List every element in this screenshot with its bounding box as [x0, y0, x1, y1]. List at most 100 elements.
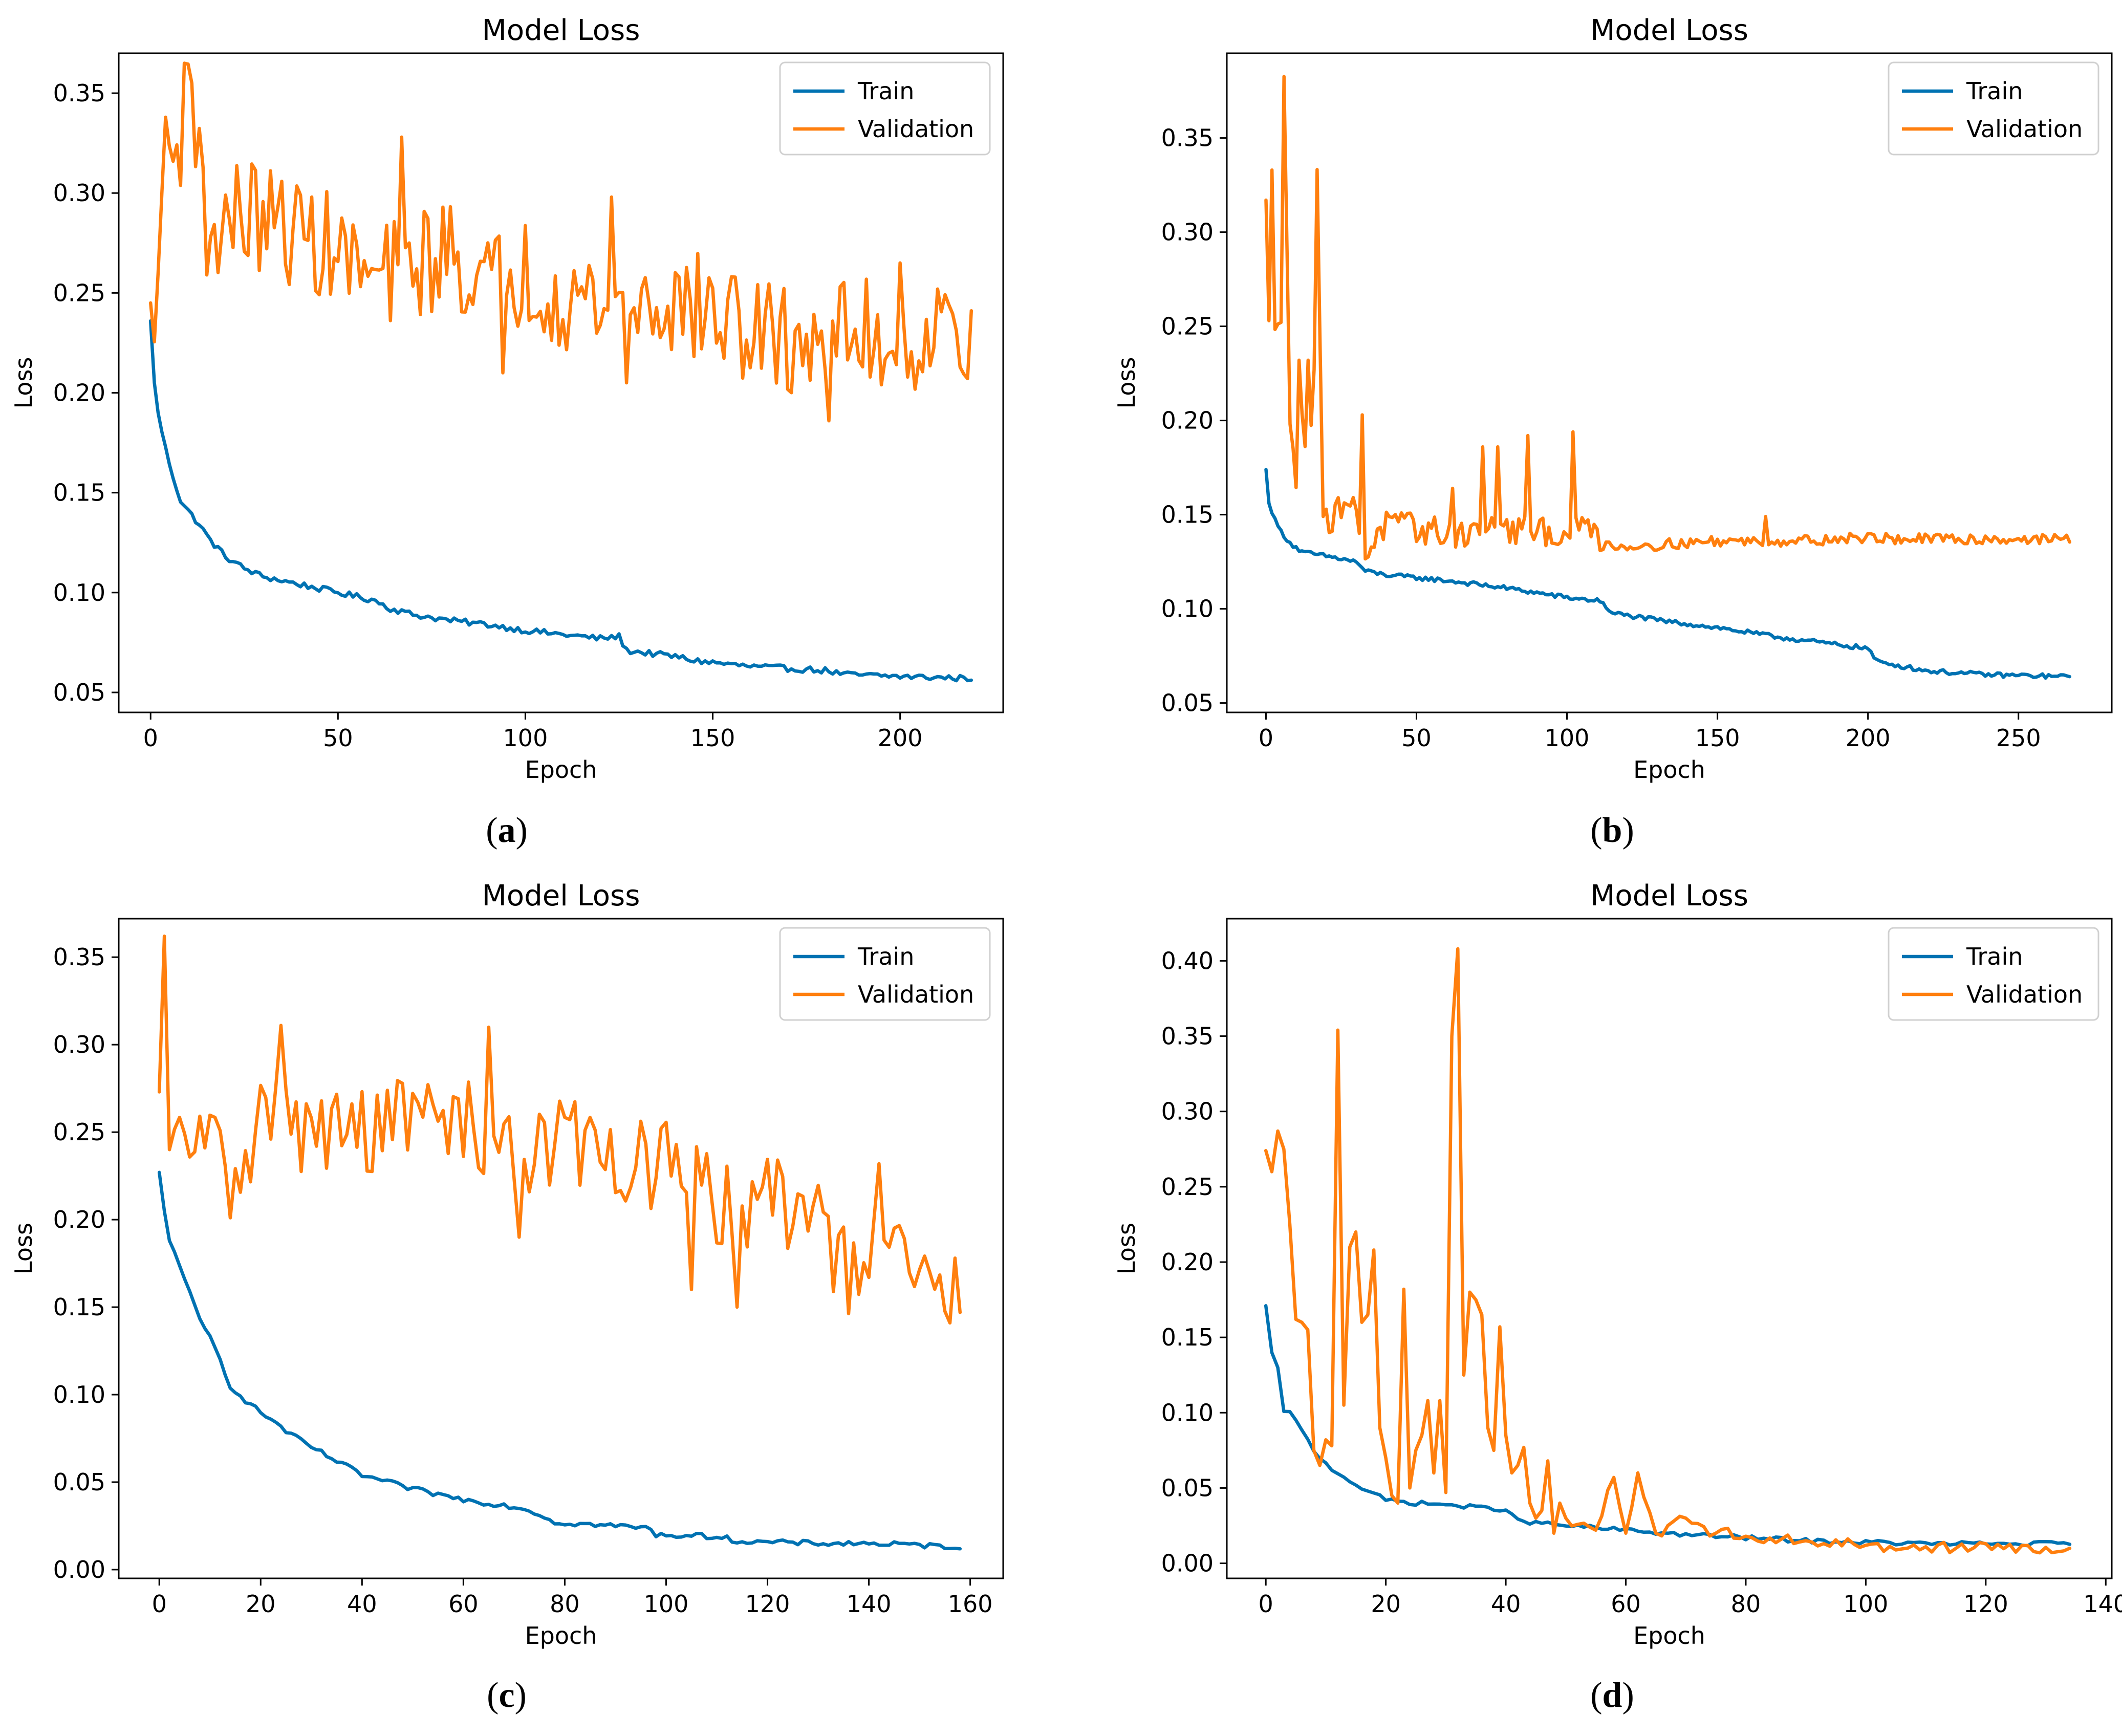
- legend: Train Validation: [779, 927, 991, 1021]
- x-tick-label: 40: [347, 1590, 377, 1618]
- chart-title: Model Loss: [482, 879, 640, 913]
- x-tick-label: 0: [152, 1590, 167, 1618]
- panel-caption-open: (: [487, 1676, 499, 1715]
- legend-label-train: Train: [1966, 943, 2023, 970]
- subplot-c: Model Loss 0 20 40 60 80 100 120 140 160 0.00 0.05 0…: [10, 879, 1004, 1715]
- x-tick-label: 200: [878, 724, 923, 752]
- x-tick-label: 100: [1843, 1590, 1888, 1618]
- y-tick-label: 0.25: [1161, 313, 1214, 340]
- x-tick-label: 50: [1401, 724, 1432, 752]
- series-line-train: [1264, 468, 2071, 680]
- legend-label-train: Train: [1966, 77, 2023, 105]
- x-tick-label: 60: [1611, 1590, 1641, 1618]
- series-line-validation: [1264, 75, 2071, 561]
- legend-box: [1888, 61, 2099, 156]
- axes-frame: [1226, 918, 2113, 1579]
- y-tick-label: 0.10: [53, 1381, 105, 1408]
- y-tick-label: 0.35: [1161, 1023, 1214, 1050]
- legend-label-validation: Validation: [858, 981, 974, 1008]
- panel-caption-letter: b: [1603, 811, 1622, 850]
- y-tick-label: 0.35: [1161, 124, 1214, 152]
- x-tick-label: 250: [1996, 724, 2041, 752]
- subplot-a: Model Loss 0 50 100 150 200 0.05 0.10 0.15 0.20 0.…: [10, 14, 1004, 850]
- y-tick-label: 0.05: [53, 679, 105, 706]
- y-tick-label: 0.10: [1161, 1399, 1214, 1426]
- y-axis-label: Loss: [1113, 357, 1140, 409]
- series-line-train: [1264, 1304, 2072, 1548]
- legend-box: [1888, 927, 2099, 1021]
- x-tick-label: 60: [448, 1590, 479, 1618]
- y-tick-label: 0.40: [1161, 947, 1214, 974]
- y-tick-label: 0.30: [53, 1031, 105, 1058]
- x-tick-label: 100: [644, 1590, 689, 1618]
- panel-caption-close: ): [516, 811, 528, 850]
- x-tick-label: 20: [246, 1590, 276, 1618]
- panel-caption-open: (: [486, 811, 497, 850]
- y-tick-label: 0.05: [1161, 689, 1214, 717]
- panel-caption-letter: c: [499, 1676, 514, 1715]
- x-axis-label: Epoch: [525, 1622, 597, 1650]
- axes-frame: [1226, 52, 2113, 713]
- series-line-train: [148, 319, 973, 683]
- axes-frame: [118, 52, 1004, 713]
- legend: Train Validation: [779, 61, 991, 156]
- subplot-b: Model Loss 0 50 100 150 200 250 0.05 0.10 0.15 0.2…: [1113, 14, 2113, 850]
- y-tick-label: 0.30: [1161, 219, 1214, 246]
- legend-box: [779, 61, 991, 156]
- x-tick-label: 160: [948, 1590, 993, 1618]
- panel-caption-open: (: [1590, 1676, 1602, 1715]
- x-tick-label: 50: [323, 724, 353, 752]
- y-axis-label: Loss: [10, 357, 37, 409]
- series-line-validation: [1264, 947, 2072, 1555]
- panel-caption: (b): [1590, 811, 1634, 850]
- x-tick-label: 100: [503, 724, 548, 752]
- chart-title: Model Loss: [1590, 14, 1748, 47]
- y-tick-label: 0.30: [53, 179, 105, 207]
- legend-label-train: Train: [857, 943, 914, 970]
- y-tick-label: 0.20: [53, 379, 105, 407]
- y-axis-label: Loss: [1113, 1223, 1140, 1274]
- x-tick-label: 140: [847, 1590, 892, 1618]
- panel-caption-close: ): [1622, 1676, 1634, 1715]
- x-tick-label: 80: [1731, 1590, 1761, 1618]
- chart-title: Model Loss: [482, 14, 640, 47]
- legend-box: [779, 927, 991, 1021]
- y-tick-label: 0.35: [53, 943, 105, 971]
- x-tick-label: 200: [1846, 724, 1891, 752]
- y-tick-label: 0.00: [53, 1556, 105, 1583]
- y-tick-label: 0.35: [53, 79, 105, 107]
- x-tick-label: 80: [550, 1590, 580, 1618]
- x-tick-label: 150: [1695, 724, 1740, 752]
- y-tick-label: 0.15: [1161, 501, 1214, 529]
- legend-label-train: Train: [857, 77, 914, 105]
- x-tick-label: 100: [1545, 724, 1590, 752]
- y-tick-label: 0.20: [1161, 1248, 1214, 1276]
- y-tick-label: 0.15: [53, 1293, 105, 1321]
- y-tick-label: 0.25: [1161, 1173, 1214, 1201]
- panel-caption-open: (: [1590, 811, 1602, 850]
- x-tick-label: 120: [1963, 1590, 2008, 1618]
- y-tick-label: 0.10: [1161, 595, 1214, 623]
- subplot-d: Model Loss 0 20 40 60 80 100 120 140 0.00 0.05 0.10…: [1113, 879, 2122, 1715]
- series-line-validation: [148, 61, 973, 423]
- legend: Train Validation: [1888, 927, 2099, 1021]
- legend: Train Validation: [1888, 61, 2099, 156]
- panel-caption-letter: d: [1603, 1676, 1622, 1715]
- y-tick-label: 0.25: [53, 1118, 105, 1146]
- x-tick-label: 0: [143, 724, 158, 752]
- y-tick-label: 0.20: [1161, 407, 1214, 435]
- x-tick-label: 120: [745, 1590, 790, 1618]
- x-tick-label: 140: [2083, 1590, 2122, 1618]
- panel-caption-close: ): [515, 1676, 527, 1715]
- panel-caption-close: ): [1622, 811, 1634, 850]
- y-tick-label: 0.05: [53, 1468, 105, 1496]
- x-tick-label: 40: [1491, 1590, 1521, 1618]
- axes-frame: [118, 918, 1004, 1579]
- y-tick-label: 0.15: [53, 479, 105, 507]
- y-axis-label: Loss: [10, 1223, 37, 1274]
- x-tick-label: 150: [690, 724, 735, 752]
- y-tick-label: 0.10: [53, 579, 105, 606]
- legend-label-validation: Validation: [858, 115, 974, 143]
